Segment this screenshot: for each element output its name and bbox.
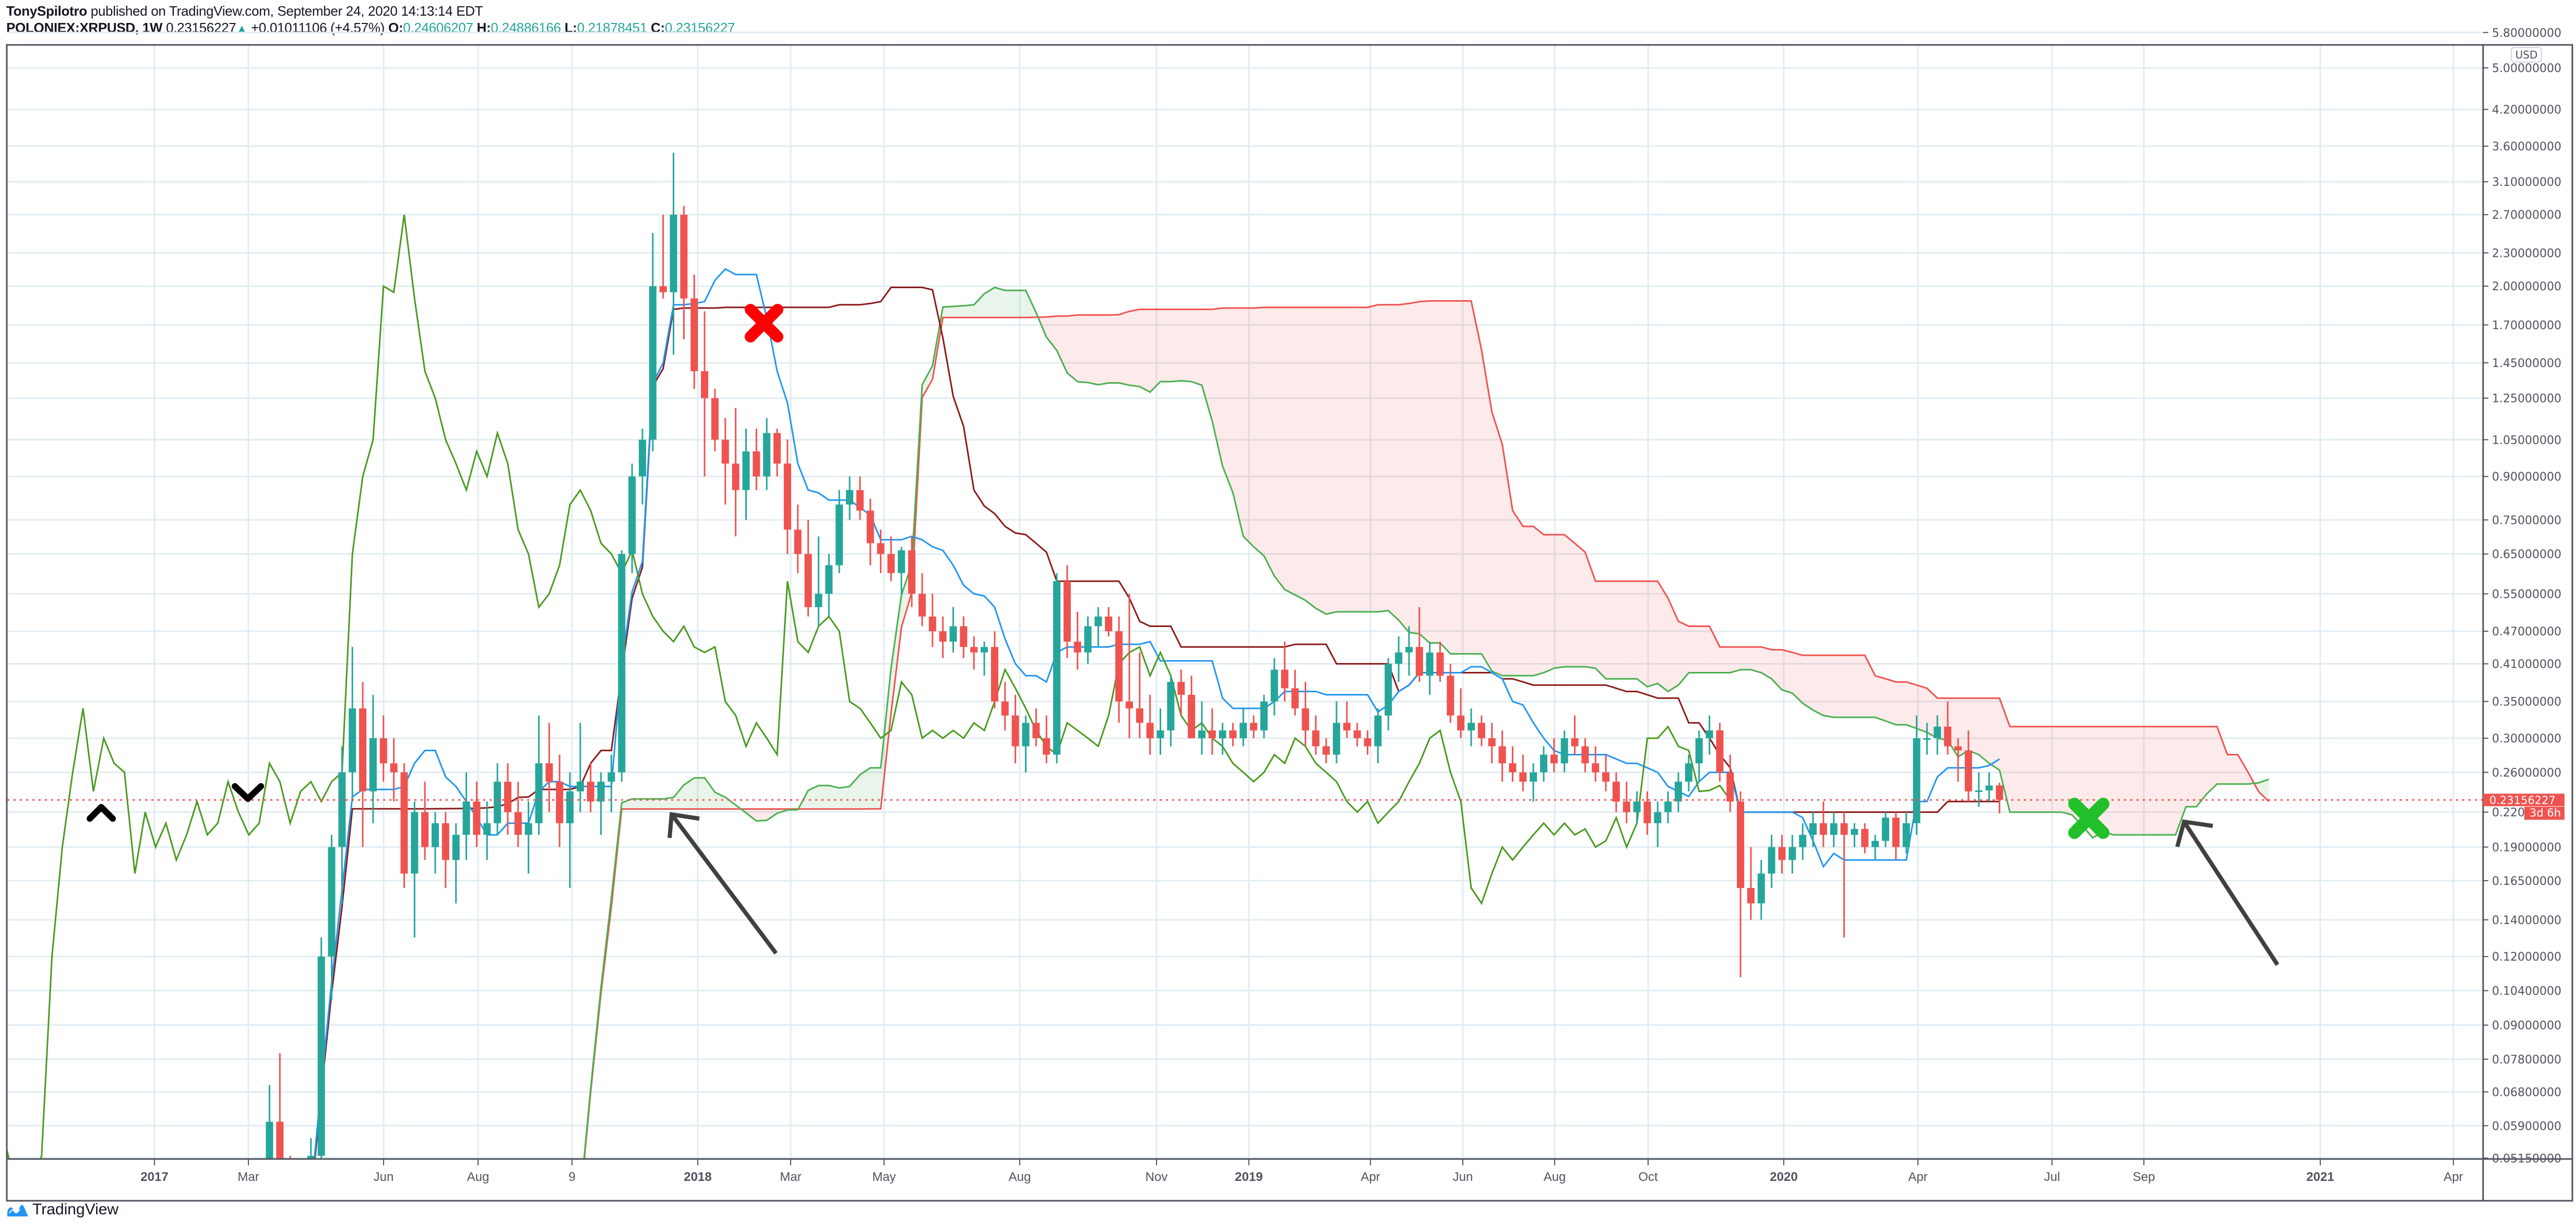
green-x-icon[interactable] [2068, 798, 2109, 839]
currency-badge[interactable]: USD [2511, 47, 2542, 63]
time-tick: Nov [1146, 1170, 1168, 1184]
publish-info: TonySpilotro published on TradingView.co… [6, 3, 483, 19]
price-tick: 0.47000000 [2492, 625, 2561, 638]
price-tick: 2.30000000 [2492, 247, 2561, 260]
price-tick: 2.00000000 [2492, 280, 2561, 293]
up-triangle-icon: ▲ [236, 22, 247, 35]
price-tick: 0.75000000 [2492, 514, 2561, 527]
price-tick: 5.00000000 [2492, 62, 2561, 75]
price-tick: 0.16500000 [2492, 875, 2561, 888]
tradingview-footer[interactable]: TradingView [6, 1201, 118, 1219]
time-tick: 9 [568, 1170, 575, 1184]
price-tick: 5.80000000 [2492, 27, 2561, 40]
price-tick: 0.41000000 [2492, 658, 2561, 671]
countdown-label: 3d 6h [2530, 807, 2561, 819]
time-tick: 2021 [2306, 1170, 2334, 1184]
time-tick: Aug [467, 1170, 490, 1184]
time-tick: Jun [374, 1170, 394, 1184]
chart-frame [6, 44, 2573, 1160]
time-tick: May [872, 1170, 896, 1184]
price-tick: 1.25000000 [2492, 393, 2561, 406]
price-tick: 0.06800000 [2492, 1086, 2561, 1099]
time-tick: Jul [2044, 1170, 2060, 1184]
up-chevron-icon [87, 804, 116, 822]
publish-text: published on TradingView.com, September … [90, 3, 483, 19]
price-tick: 0.35000000 [2492, 696, 2561, 709]
price-tick: 4.20000000 [2492, 104, 2561, 117]
time-axis[interactable]: 2017 Mar Jun Aug 9 2018 Mar May Aug Nov 2019 Apr Jun… [140, 1159, 2463, 1184]
price-tick: 0.12000000 [2492, 951, 2561, 964]
time-tick: 2020 [1770, 1170, 1797, 1184]
arrow-left-icon[interactable] [667, 812, 778, 955]
price-tick: 1.70000000 [2492, 319, 2561, 332]
svg-text:USD: USD [2515, 49, 2538, 61]
price-tick: 0.05900000 [2492, 1120, 2561, 1133]
author-name[interactable]: TonySpilotro [6, 3, 87, 19]
price-tick: 2.70000000 [2492, 209, 2561, 222]
price-tick: 1.45000000 [2492, 357, 2561, 370]
arrow-right-icon[interactable] [2175, 819, 2280, 966]
price-tick: 0.10400000 [2492, 985, 2561, 998]
tradingview-logo-icon [7, 1205, 28, 1216]
time-tick: Mar [780, 1170, 801, 1184]
candlestick-series [266, 152, 2003, 1158]
tradingview-brand: TradingView [32, 1201, 119, 1218]
time-tick: Sep [2133, 1170, 2155, 1184]
time-tick: 2019 [1235, 1170, 1262, 1184]
time-tick: 2017 [140, 1170, 168, 1184]
time-tick: Aug [1009, 1170, 1031, 1184]
time-tick: Apr [2443, 1170, 2463, 1184]
price-tick: 3.10000000 [2492, 176, 2561, 189]
price-tick: 0.26000000 [2492, 766, 2561, 779]
chikou-span [7, 215, 1731, 1158]
time-tick: 2018 [684, 1170, 711, 1184]
price-tick: 3.60000000 [2492, 140, 2561, 153]
annotations [87, 304, 2280, 966]
kijun-sen [314, 287, 2000, 1158]
time-tick: Apr [1361, 1170, 1380, 1184]
time-tick: Aug [1544, 1170, 1566, 1184]
price-tick: 0.90000000 [2492, 471, 2561, 484]
time-tick: Mar [237, 1170, 259, 1184]
price-axis[interactable]: 5.80000000 5.00000000 4.20000000 3.60000000… [2483, 27, 2561, 1165]
price-tick: 0.30000000 [2492, 732, 2561, 746]
current-price-tag: 0.23156227 3d 6h [2483, 794, 2565, 820]
svg-text:0.23156227: 0.23156227 [2489, 794, 2556, 807]
price-tick: 1.05000000 [2492, 434, 2561, 447]
price-tick: 0.14000000 [2492, 914, 2561, 927]
time-tick: Apr [1908, 1170, 1927, 1184]
time-tick: Oct [1638, 1170, 1658, 1184]
price-tick: 0.55000000 [2492, 588, 2561, 601]
time-tick: Jun [1453, 1170, 1473, 1184]
price-tick: 0.09000000 [2492, 1020, 2561, 1033]
price-tick: 0.07800000 [2492, 1054, 2561, 1067]
price-tick: 0.65000000 [2492, 548, 2561, 561]
tenkan-sen [313, 268, 2000, 1158]
price-tick: 0.19000000 [2492, 842, 2561, 855]
price-tick: 0.05150000 [2492, 1152, 2561, 1165]
senkou-span-a [583, 286, 2269, 1158]
ichimoku-lines [7, 215, 2270, 1158]
red-x-icon[interactable] [745, 304, 783, 342]
chart-grid [7, 31, 2483, 1159]
down-chevron-icon [232, 783, 264, 802]
